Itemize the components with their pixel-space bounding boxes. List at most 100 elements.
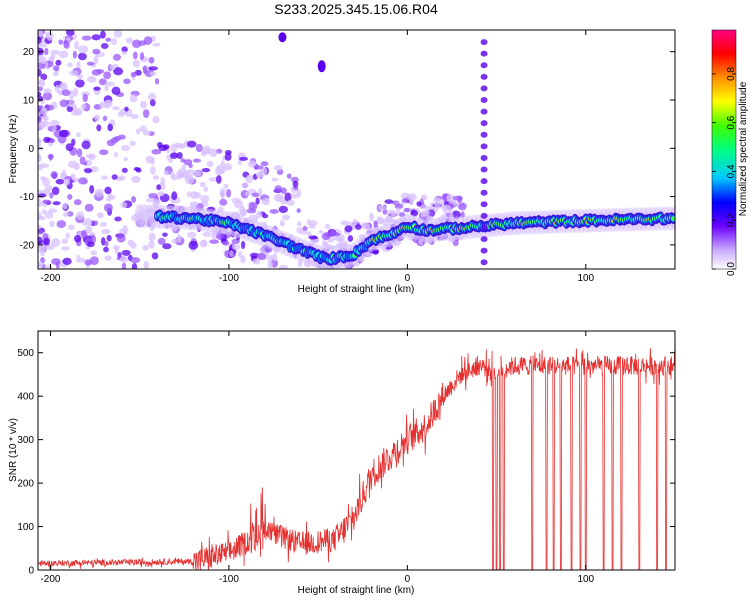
spectrogram-noise-blob (222, 241, 230, 246)
spectrogram-noise-blob (281, 214, 290, 221)
spectrogram-noise-blob (151, 148, 162, 155)
spectrogram-noise-blob (51, 238, 61, 247)
spectrogram-ytick-label: -20 (20, 240, 35, 251)
spectrogram-noise-blob (148, 66, 158, 71)
spectrogram-noise-blob (171, 191, 178, 201)
spectrogram-noise-blob (142, 109, 150, 118)
snr-ytick-label: 300 (17, 435, 34, 446)
snr-ticks: -200 -100 0 100 0 100 200 300 400 500 (17, 331, 675, 585)
spectrogram-noise-blob (173, 142, 184, 148)
spectrogram-noise-blob (45, 244, 55, 251)
spectrogram-noise-blob (84, 168, 93, 174)
spectrogram-noise-blob (49, 220, 55, 228)
spectrogram-noise-blob (45, 104, 54, 111)
spectrogram-noise-blob (123, 156, 129, 162)
spectrogram-noise-blob (89, 256, 99, 266)
spectrogram-noise-blob (103, 246, 109, 253)
spectrogram-noise-blob (162, 144, 170, 150)
spectrogram-noise-blob (442, 193, 448, 202)
spectrogram-vertical-artifact (480, 108, 488, 115)
spectrogram-noise-blob (67, 62, 73, 68)
spectrogram-noise-blob (292, 180, 299, 188)
spectrogram-noise-blob (403, 207, 411, 213)
spectrogram-noise-blob (40, 73, 48, 81)
spectrogram-noise-blob (73, 199, 82, 206)
spectrogram-noise-blob (310, 238, 320, 244)
spectrogram-noise-blob (92, 220, 99, 226)
spectrogram-vertical-artifact (480, 143, 488, 150)
spectrogram-noise-blob (361, 222, 366, 229)
snr-xtick-label: 100 (577, 574, 594, 585)
colorbar-tick-label: 0.4 (726, 164, 737, 178)
spectrogram-noise-blob (132, 59, 140, 68)
spectrogram-noise-blob (59, 82, 66, 90)
spectrogram-noise-blob (152, 115, 160, 124)
spectrogram-noise-blob (390, 211, 396, 217)
spectrogram-noise-blob (154, 78, 160, 85)
snr-ytick-label: 100 (17, 522, 34, 533)
spectrogram-ytick-label: 20 (23, 47, 35, 58)
spectrogram-noise-blob (107, 123, 113, 132)
spectrogram-noise-blob (63, 178, 71, 186)
spectrogram-noise-blob (38, 142, 42, 147)
spectrogram-noise-blob (97, 212, 104, 219)
spectrogram-noise-blob (38, 36, 42, 44)
spectrogram-noise-blob (95, 69, 105, 74)
spectrogram-noise-blob (130, 71, 137, 78)
spectrogram-noise-blob (78, 45, 89, 54)
spectrogram-noise-blob (199, 240, 208, 248)
spectrogram-noise-blob (271, 177, 279, 182)
spectrogram-noise-blob (317, 60, 326, 73)
spectrogram-noise-blob (178, 167, 188, 177)
spectrogram-noise-blob (65, 30, 75, 36)
spectrogram-noise-blob (142, 244, 149, 251)
spectrogram-noise-blob (54, 85, 60, 93)
spectrogram-xtick-label: -100 (219, 273, 239, 284)
spectrogram-noise-blob (94, 188, 104, 198)
spectrogram-noise-blob (308, 235, 318, 240)
spectrogram-noise-blob (82, 93, 88, 103)
spectrogram-noise-blob (106, 99, 113, 108)
spectrogram-noise-blob (84, 217, 93, 226)
snr-xtick-label: -100 (219, 574, 239, 585)
spectrogram-noise-blob (253, 165, 264, 170)
spectrogram-noise-blob (104, 85, 109, 92)
spectrogram-noise-blob (99, 101, 106, 109)
spectrogram-noise-blob (433, 200, 442, 208)
spectrogram-noise-blob (163, 170, 169, 176)
spectrogram-noise-blob (244, 191, 251, 196)
spectrogram-noise-blob (181, 164, 187, 169)
spectrogram-noise-blob (195, 143, 203, 153)
spectrogram-noise-blob (93, 114, 100, 122)
spectrogram-noise-blob (51, 186, 60, 196)
spectrogram-noise-blob (80, 103, 87, 110)
spectrogram-noise-blob (103, 203, 113, 213)
spectrogram-noise-blob (112, 53, 122, 61)
spectrogram-noise-blob (139, 52, 145, 61)
spectrogram-noise-blob (176, 233, 182, 243)
spectrogram-noise-blob (68, 70, 79, 77)
spectrogram-noise-blob (93, 86, 101, 91)
spectrogram-noise-blob (135, 128, 141, 135)
spectrogram-noise-blob (277, 194, 284, 202)
spectrogram-noise-blob (162, 243, 172, 250)
spectrogram-noise-blob (41, 209, 47, 215)
spectrogram-noise-blob (160, 176, 165, 186)
spectrogram-noise-blob (125, 37, 134, 44)
spectrogram-noise-blob (120, 201, 128, 209)
spectrogram-noise-blob (134, 69, 142, 76)
spectrogram-noise-blob (85, 225, 93, 234)
spectrogram-noise-blob (260, 161, 269, 167)
spectrogram-noise-blob (101, 175, 108, 180)
spectrogram-noise-blob (43, 237, 51, 246)
spectrogram-noise-blob (99, 221, 107, 227)
spectrogram-vertical-artifact (480, 39, 488, 46)
spectrogram-noise-blob (78, 177, 88, 185)
spectrogram-noise-blob (52, 65, 60, 72)
spectrogram-noise-blob (62, 257, 72, 266)
spectrogram-noise-blob (132, 51, 138, 60)
spectrogram-noise-blob (120, 144, 130, 152)
spectrogram-noise-blob (38, 30, 43, 37)
spectrogram-noise-blob (157, 237, 166, 245)
